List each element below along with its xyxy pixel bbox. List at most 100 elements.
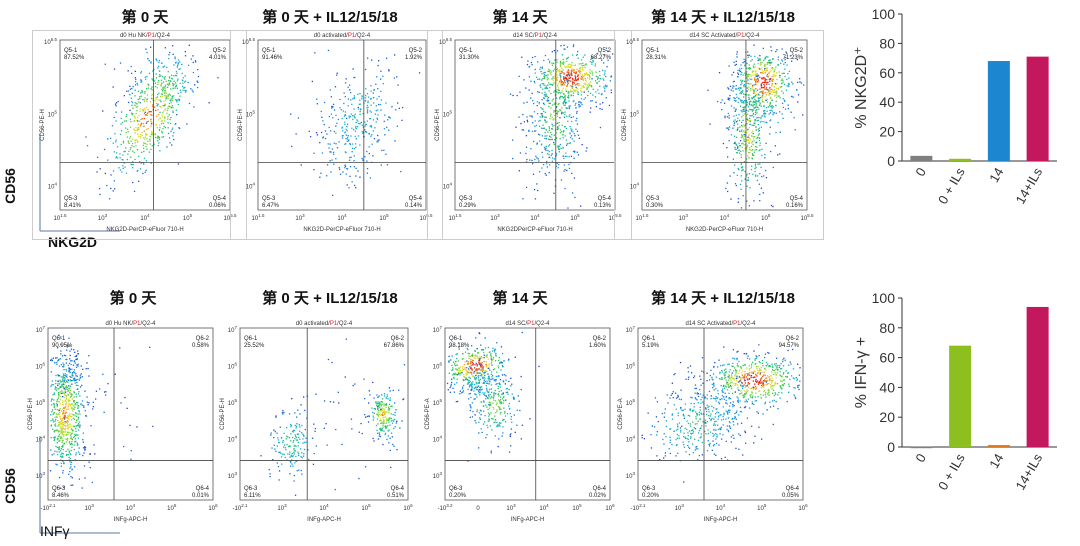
tick-label: 101.5 [449, 213, 462, 222]
tick-label: 103 [433, 471, 443, 480]
tick-label: 106 [208, 503, 218, 512]
plot-x-label: NKG2D-PerCP-eFluor 710-H [106, 227, 183, 233]
quadrant-value: 31.30% [459, 55, 480, 61]
plot-header: d0 activated/P1/Q2-4 [314, 33, 371, 39]
tick-label: 106 [433, 362, 443, 371]
plot-header: d0 Hu NK/P1/Q2-4 [120, 33, 171, 39]
plot-frame [257, 39, 427, 211]
quadrant-label: Q6-3 [642, 486, 656, 492]
event-dots [707, 44, 805, 209]
quadrant-value: 0.20% [449, 493, 467, 499]
tick-label: 104 [530, 213, 540, 222]
tick-label: 104 [126, 503, 136, 512]
y-tick-label: 20 [879, 409, 895, 425]
quadrant-label: Q6-2 [196, 336, 210, 342]
tick-label: 105 [443, 109, 453, 118]
row2-title-1: 第 0 天 [109, 290, 157, 307]
quadrant-label: Q5-2 [409, 48, 423, 54]
y-tick-label: 60 [879, 65, 895, 81]
tick-label: 104 [337, 213, 347, 222]
bar-14 [987, 445, 1010, 447]
tick-label: 104 [630, 182, 640, 191]
row1-x-axis-label: NKG2D [48, 234, 98, 250]
row1-title-1: 第 0 天 [121, 9, 169, 26]
tick-label: 101.5 [54, 213, 67, 222]
quadrant-value: 28.31% [646, 55, 667, 61]
quadrant-label: Q6-3 [52, 486, 66, 492]
plot-x-label: NKG2D-PerCP-eFluor 710-H [686, 227, 763, 233]
quadrant-value: 0.58% [192, 343, 210, 349]
tick-label: 105 [228, 398, 238, 407]
plot-x-label: INFg-APC-H [704, 517, 738, 523]
x-tick-label: 0 [912, 451, 929, 465]
quadrant-value: 0.51% [387, 493, 405, 499]
quadrant-label: Q5-2 [213, 48, 227, 54]
tick-label: 107 [228, 325, 238, 334]
quadrant-label: Q6-4 [196, 486, 210, 492]
flow-plot-r2-4: d14 SC Activated/P1/Q2-4 Q6-15.19% Q6-294.… [618, 321, 808, 523]
event-dots [49, 334, 154, 492]
x-tick-label: 14+ILs [1013, 451, 1046, 493]
quadrant-value: 6.47% [262, 203, 280, 209]
quadrant-label: Q5-1 [459, 48, 473, 54]
quadrant-label: Q5-4 [213, 196, 227, 202]
tick-label: 103 [506, 503, 516, 512]
tick-label: 107 [626, 325, 636, 334]
row1-title-4: 第 14 天 + IL12/15/18 [651, 9, 795, 26]
x-tick-label: 14+ILs [1013, 165, 1046, 207]
tick-label: -103.2 [438, 503, 453, 512]
quadrant-value: 0.01% [192, 493, 210, 499]
quadrant-value: 71.23% [783, 55, 804, 61]
tick-label: 105 [433, 398, 443, 407]
quadrant-label: Q5-2 [790, 48, 804, 54]
bar-y-axis-label: % NKG2D⁺ [853, 46, 870, 128]
quadrant-value: 0.29% [459, 203, 477, 209]
tick-label: 103 [277, 503, 287, 512]
quadrant-label: Q6-1 [642, 336, 656, 342]
quadrant-value: 0.20% [642, 493, 660, 499]
quadrant-value: 67.86% [384, 343, 405, 349]
tick-label: 106 [228, 362, 238, 371]
quadrant-label: Q6-3 [244, 486, 258, 492]
plot-frame [641, 39, 808, 211]
bar-14 [987, 61, 1010, 161]
tick-label: 104 [319, 503, 329, 512]
plot-header: d14 SC/P1/Q2-4 [513, 33, 558, 39]
tick-label: 105 [167, 503, 177, 512]
tick-label: 105 [761, 213, 771, 222]
tick-label: 104 [626, 435, 636, 444]
y-tick-label: 100 [872, 290, 896, 306]
plot-y-label: CD56-PE-H [28, 398, 34, 430]
tick-label: 105 [361, 503, 371, 512]
tick-label: 105.5 [609, 213, 622, 222]
tick-label: 105 [48, 109, 58, 118]
nkg2d-bar-chart: 0 20 40 60 80 100 0 0 + ILs 14 14+ILs % NKG2D⁺ [853, 6, 1057, 207]
row2-x-axis-label: INFγ [40, 523, 70, 539]
bar-14-ils [1026, 56, 1049, 161]
quadrant-label: Q5-3 [262, 196, 276, 202]
y-tick-label: 20 [879, 124, 895, 140]
plot-y-label: CD56-PE-H [238, 109, 244, 141]
quadrant-label: Q6-3 [449, 486, 463, 492]
tick-label: 101.5 [636, 213, 649, 222]
tick-label: 107 [36, 325, 46, 334]
event-dots [641, 344, 801, 483]
flow-plot-r2-2: d0 activated/P1/Q2-4 Q6-125.52% Q6-267.86%… [220, 321, 413, 523]
tick-label: 103 [98, 213, 108, 222]
tick-label: 104 [433, 435, 443, 444]
quadrant-value: 98.18% [449, 343, 470, 349]
tick-label: 105 [36, 398, 46, 407]
tick-label: 106.5 [44, 37, 57, 46]
plot-x-label: INFg-APC-H [114, 517, 148, 523]
tick-label: 106 [403, 503, 413, 512]
tick-label: 105 [570, 213, 580, 222]
flow-plot-r1-1: d0 Hu NK/P1/Q2-4 Q5-187.52% Q5-24.01% Q5-38… [32, 30, 247, 240]
event-dots [446, 331, 540, 462]
y-tick-label: 80 [879, 320, 895, 336]
event-dots [85, 44, 219, 200]
tick-label: 105 [572, 503, 582, 512]
row1-y-axis-label: CD56 [1, 168, 18, 204]
row2-y-axis-label: CD56 [1, 468, 18, 504]
flow-plot-r1-3: d14 SC/P1/Q2-4Q5-131.30%Q5-268.27%Q5-30.… [427, 30, 632, 240]
tick-label: 104 [228, 435, 238, 444]
